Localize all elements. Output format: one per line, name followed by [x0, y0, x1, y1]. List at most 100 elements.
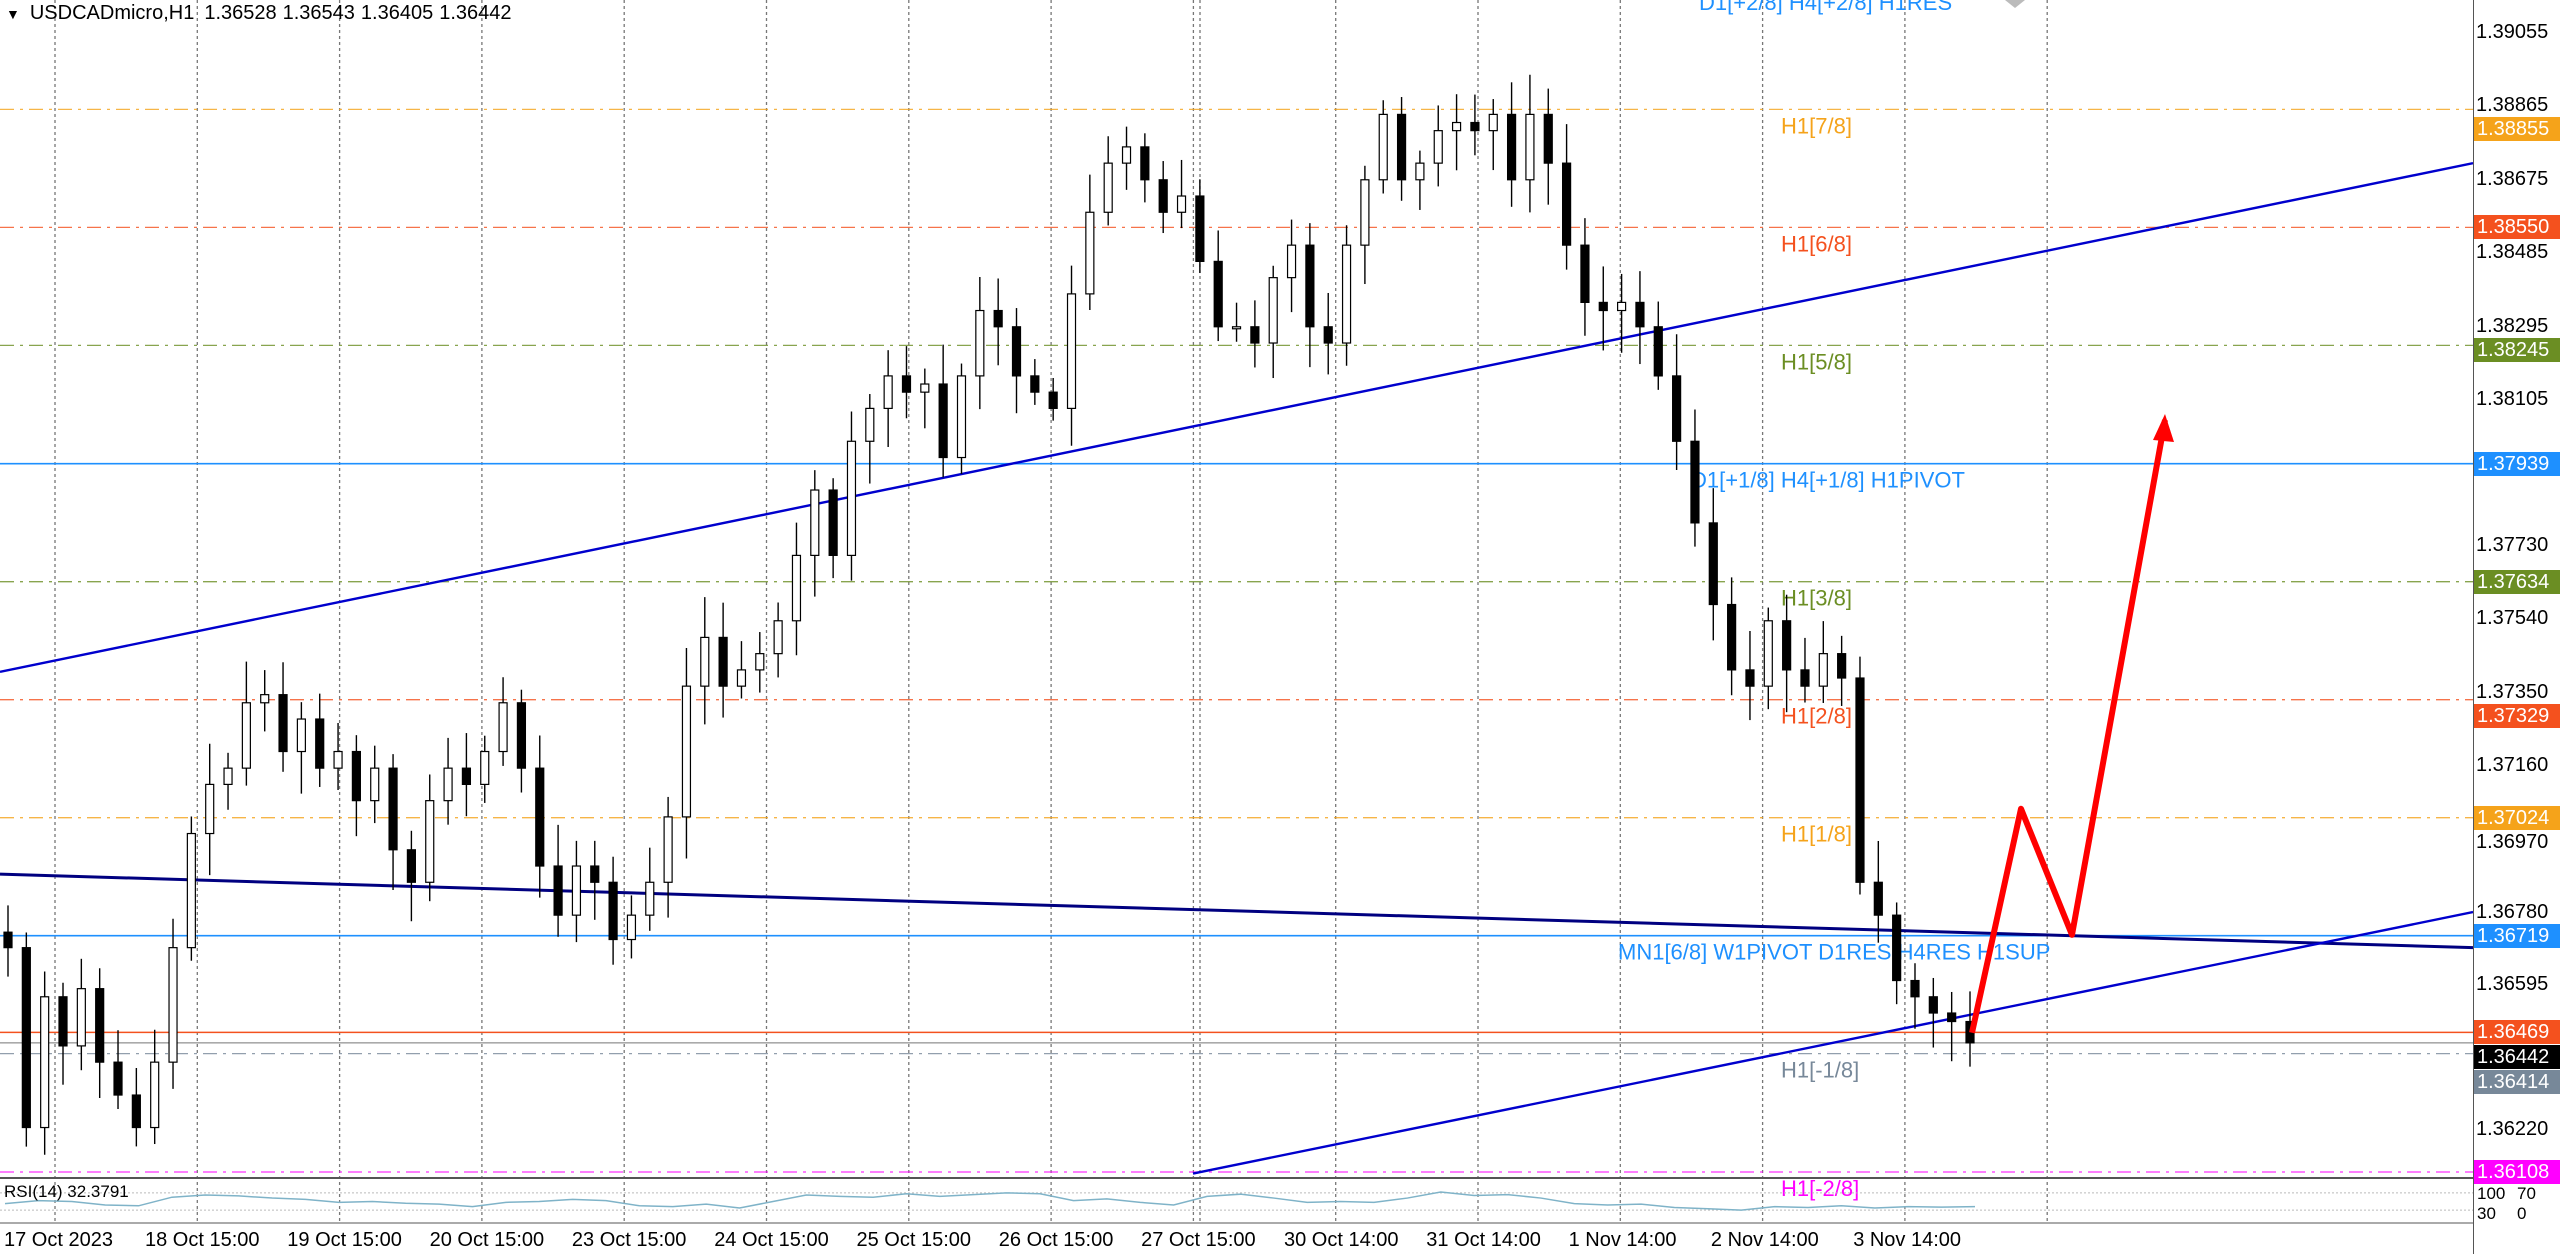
candle-bull	[791, 554, 802, 622]
candle-bear	[1782, 620, 1792, 671]
time-axis-label: 18 Oct 15:00	[145, 1229, 260, 1251]
candle-bull	[663, 816, 673, 883]
candle-bull	[1121, 146, 1132, 164]
price-tag: 1.36719	[2474, 924, 2560, 949]
candle-bull	[1268, 277, 1278, 344]
candle-bear	[58, 996, 68, 1047]
time-axis-label: 24 Oct 15:00	[714, 1229, 829, 1251]
rsi-axis-label: 100	[2477, 1184, 2506, 1204]
candle-bull	[443, 767, 453, 802]
candle-bull	[883, 375, 893, 409]
candle-bull	[1617, 301, 1627, 312]
candle-bear	[1213, 260, 1223, 328]
candle-bull	[498, 702, 508, 753]
candle-bear	[1910, 979, 1920, 998]
candle-bull	[736, 669, 747, 687]
candle-bear	[1580, 244, 1590, 304]
price-axis-label: 1.39055	[2476, 21, 2549, 43]
time-axis-label: 25 Oct 15:00	[856, 1229, 972, 1251]
candle-bear	[718, 636, 728, 687]
candle-bull	[1433, 130, 1443, 164]
level-label: H1[6/8]	[1781, 231, 1852, 256]
rsi-axis-label: 70	[2517, 1184, 2536, 1204]
candle-bull	[846, 440, 857, 556]
candle-bull	[975, 309, 985, 377]
candle-bear	[388, 767, 398, 851]
chart-header: ▼ USDCADmicro,H1 1.36528 1.36543 1.36405…	[6, 2, 512, 25]
candle-bear	[1048, 391, 1058, 409]
time-axis-label: 1 Nov 14:00	[1568, 1229, 1677, 1251]
level-label: H1[5/8]	[1781, 349, 1852, 374]
candle-bear	[590, 865, 600, 883]
trendline-lower-channel	[1192, 910, 2473, 1175]
candle-bear	[3, 931, 13, 949]
candle-bear	[828, 489, 838, 556]
candle-bull	[810, 489, 820, 556]
time-axis-label: 17 Oct 2023	[4, 1229, 113, 1251]
price-axis-label: 1.37540	[2476, 607, 2549, 630]
candle-bull	[150, 1061, 160, 1129]
time-axis-label: 2 Nov 14:00	[1710, 1229, 1819, 1251]
time-axis-label: 26 Oct 15:00	[998, 1229, 1114, 1251]
time-axis-label: 31 Oct 14:00	[1426, 1229, 1541, 1251]
candle-bull	[1451, 121, 1462, 132]
candle-bear	[1727, 603, 1737, 671]
candle-bear	[1543, 113, 1553, 164]
price-axis-label: 1.37350	[2476, 680, 2549, 703]
candle-bull	[370, 767, 380, 802]
candle-bear	[1323, 326, 1333, 344]
candle-bear	[1305, 244, 1315, 328]
candle-bull	[1360, 179, 1370, 246]
trendline-falling-line	[0, 872, 2473, 950]
candle-bull	[1085, 211, 1095, 295]
time-axis-label: 23 Oct 15:00	[571, 1229, 687, 1251]
candle-bull	[1066, 293, 1077, 409]
candle-bull	[1763, 620, 1773, 687]
candle-bull	[700, 636, 710, 687]
candle-bull	[1818, 653, 1828, 687]
level-label: H1[7/8]	[1781, 113, 1852, 138]
candle-bear	[1892, 914, 1902, 982]
candle-bear	[113, 1061, 123, 1096]
price-tag: 1.36108	[2474, 1160, 2560, 1185]
candle-bear	[1030, 375, 1040, 393]
price-axis-label: 1.37160	[2476, 754, 2549, 777]
candle-bull	[1103, 162, 1113, 213]
candle-bull	[186, 832, 196, 949]
level-label: H1[-1/8]	[1781, 1058, 1859, 1083]
candle-bear	[131, 1094, 141, 1129]
candle-bear	[461, 767, 472, 786]
candle-bear	[1396, 113, 1407, 181]
price-axis-label: 1.38865	[2476, 94, 2549, 117]
candle-bull	[571, 865, 582, 916]
candle-bear	[21, 947, 31, 1129]
price-tag: 1.36442	[2474, 1045, 2560, 1070]
time-axis-label: 20 Oct 15:00	[429, 1229, 545, 1251]
candle-bull	[626, 914, 637, 941]
price-tag: 1.37634	[2474, 569, 2560, 594]
candle-bull	[755, 653, 765, 671]
symbol-label: USDCADmicro,H1	[29, 2, 195, 24]
time-axis-label: 30 Oct 14:00	[1284, 1229, 1399, 1251]
price-axis[interactable]: 1.38855 1.38550 1.38245 1.37939 1.37634 1.373…	[2473, 0, 2560, 1254]
candle-bull	[223, 767, 233, 786]
candle-bear	[406, 849, 417, 883]
price-axis-label: 1.36220	[2476, 1117, 2549, 1140]
candle-bear	[1653, 326, 1663, 377]
candle-bear	[516, 702, 527, 769]
price-tag: 1.38855	[2474, 117, 2560, 142]
price-axis-label: 1.37730	[2476, 533, 2549, 556]
rsi-axis-label: 0	[2517, 1204, 2527, 1224]
candle-bull	[480, 750, 490, 786]
dropdown-triangle-icon[interactable]: ▼	[6, 5, 20, 22]
price-axis-label: 1.36780	[2476, 901, 2549, 924]
candle-bear	[1855, 677, 1865, 883]
price-tag: 1.37939	[2474, 451, 2560, 476]
level-label: H1[3/8]	[1781, 586, 1852, 611]
candle-bull	[168, 947, 178, 1063]
candle-bear	[1561, 162, 1572, 246]
price-tag: 1.38245	[2474, 337, 2560, 362]
time-axis-label: 19 Oct 15:00	[287, 1229, 402, 1251]
candle-bear	[1837, 653, 1847, 679]
price-chart[interactable]: H1[7/8] H1[6/8] H1[5/8] D1[+1/8] H4[+1/8] H…	[0, 0, 2473, 1254]
